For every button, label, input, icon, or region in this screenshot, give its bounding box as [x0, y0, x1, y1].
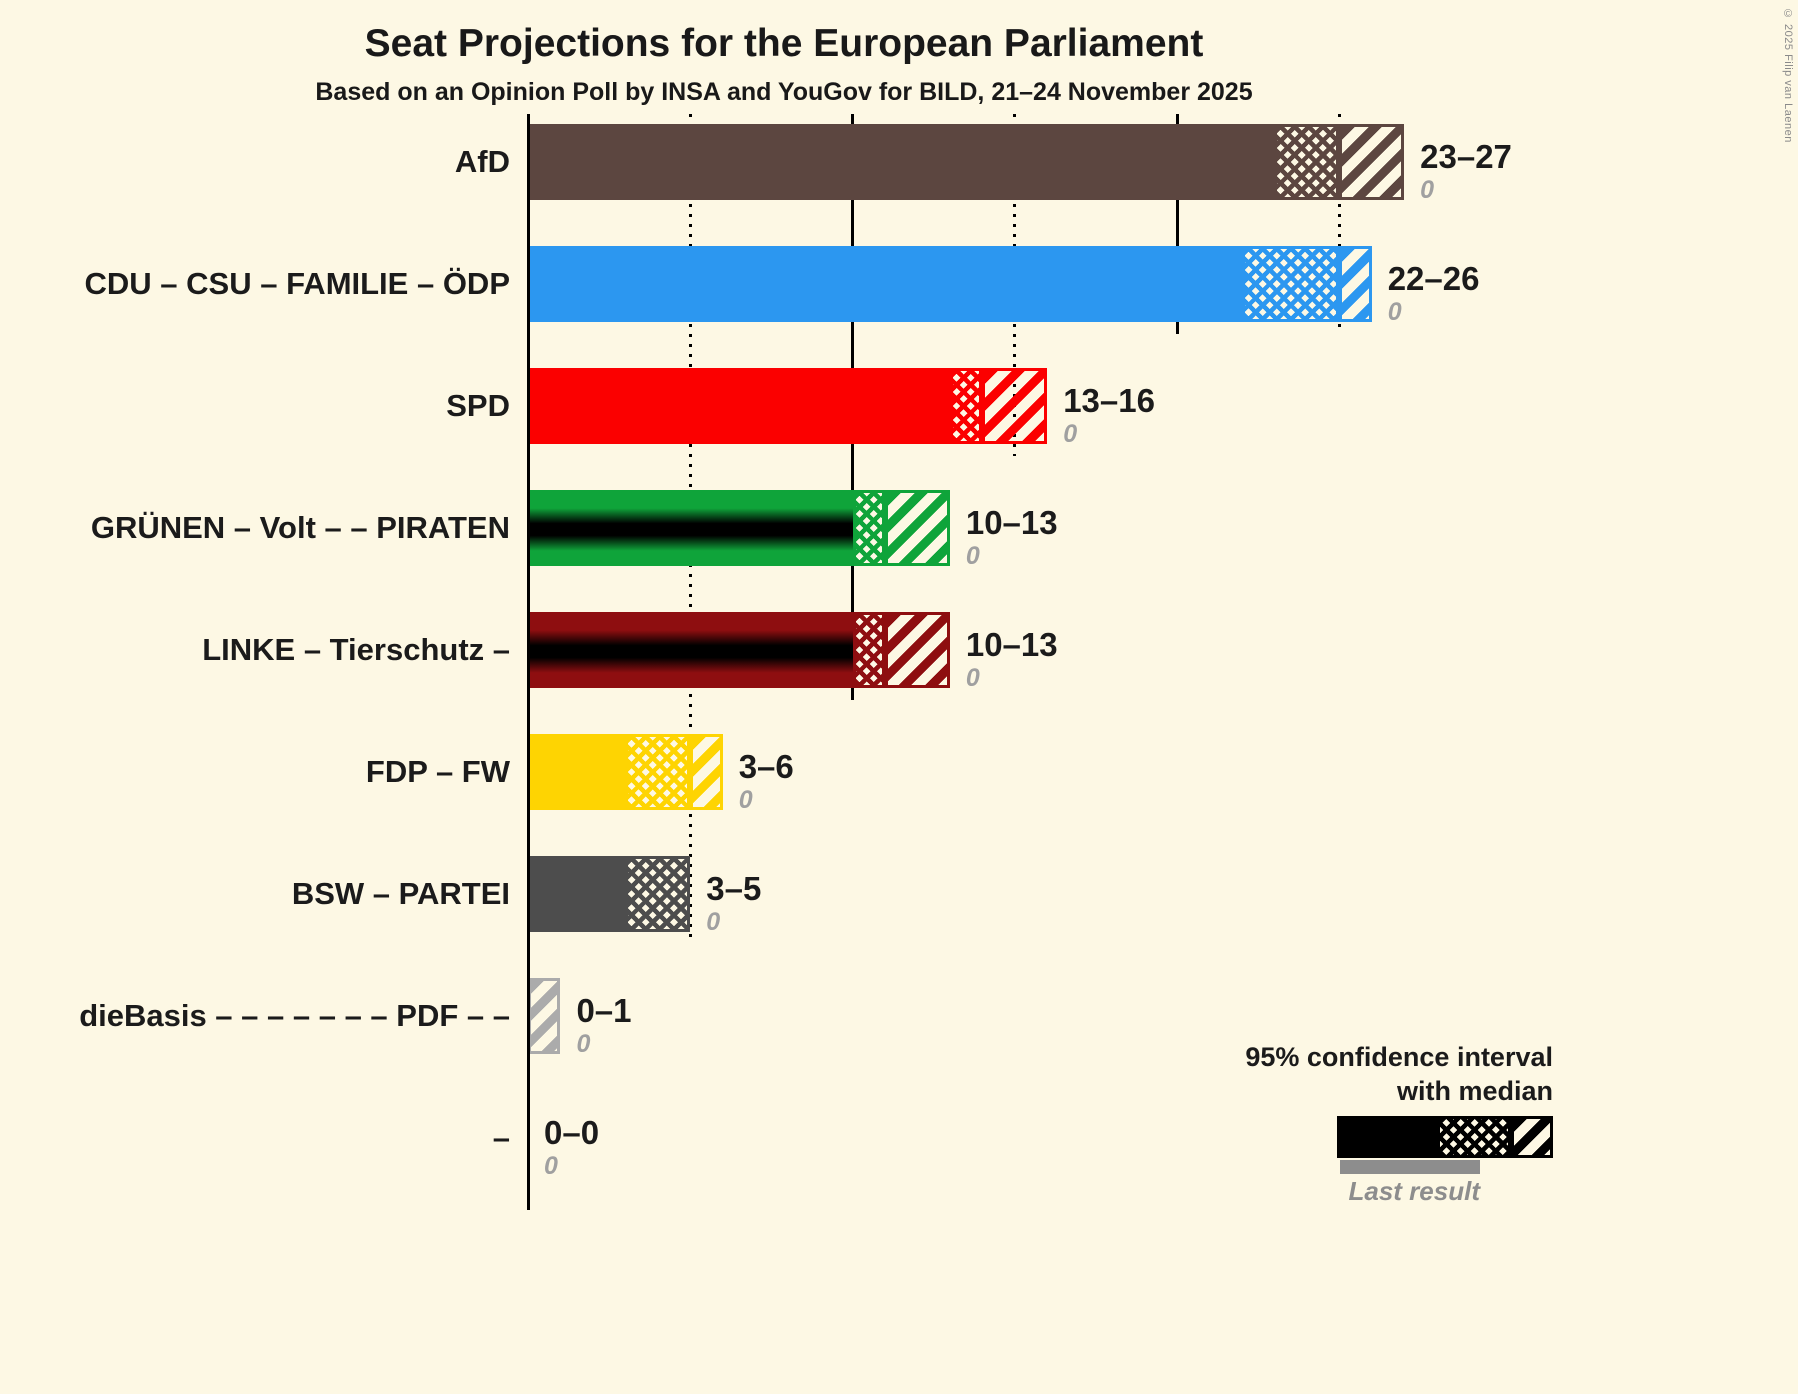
seat-range-label: 0–1 — [576, 992, 632, 1029]
gridline-20-seats — [1175, 114, 1179, 334]
legend-last-result-label: Last result — [1348, 1176, 1481, 1206]
last-result-label: 0 — [965, 542, 980, 570]
legend-last-result-bar — [1340, 1160, 1480, 1174]
last-result-label: 0 — [1387, 298, 1402, 326]
bar-diagonal-segment — [528, 978, 561, 1054]
legend-diagonal-segment — [1511, 1116, 1553, 1158]
party-label: BSW – PARTEI — [291, 876, 510, 911]
seat-range-label: 0–0 — [544, 1114, 600, 1151]
bar-diagonal-segment — [982, 368, 1048, 444]
bar-crosshatch-segment — [1274, 124, 1340, 200]
last-result-label: 0 — [738, 786, 753, 814]
party-label: AfD — [454, 144, 510, 179]
bar-solid-segment — [528, 490, 853, 566]
party-label: FDP – FW — [365, 754, 510, 789]
chart-subtitle: Based on an Opinion Poll by INSA and You… — [315, 78, 1253, 106]
bar-diagonal-segment — [884, 612, 950, 688]
legend-solid-segment — [1337, 1116, 1437, 1158]
seat-range-label: 23–27 — [1420, 138, 1512, 175]
seat-range-label: 10–13 — [965, 504, 1058, 541]
bar-crosshatch-segment — [1241, 246, 1340, 322]
party-label: LINKE – Tierschutz – — [202, 632, 510, 667]
seat-range-label: 10–13 — [965, 626, 1058, 663]
y-axis-line — [526, 114, 530, 1210]
bar-solid-segment — [528, 856, 626, 932]
last-result-label: 0 — [1063, 420, 1078, 448]
bar-solid-segment — [528, 612, 853, 688]
last-result-label: 0 — [706, 908, 721, 936]
party-label: – — [492, 1120, 510, 1155]
seat-range-label: 13–16 — [1063, 382, 1155, 419]
legend-median-label: with median — [1396, 1076, 1553, 1106]
bar-crosshatch-segment — [949, 368, 983, 444]
legend-confidence-interval-bar — [1337, 1116, 1553, 1158]
bar-crosshatch-segment — [625, 734, 691, 810]
bar-solid-segment — [528, 368, 950, 444]
party-label: GRÜNEN – Volt – – PIRATEN — [90, 510, 510, 545]
bar-crosshatch-segment — [625, 856, 691, 932]
bar-crosshatch-segment — [852, 612, 885, 688]
seat-range-label: 3–5 — [706, 870, 762, 907]
copyright-notice: © 2025 Filip van Laenen — [1782, 8, 1794, 143]
legend-confidence-label: 95% confidence interval — [1245, 1042, 1553, 1072]
chart-title: Seat Projections for the European Parlia… — [364, 22, 1204, 65]
bar-solid-segment — [528, 124, 1275, 200]
party-label: SPD — [446, 388, 510, 423]
last-result-label: 0 — [576, 1030, 591, 1058]
bar-crosshatch-segment — [852, 490, 885, 566]
bar-solid-segment — [528, 246, 1242, 322]
party-label: dieBasis – – – – – – – PDF – – — [79, 998, 510, 1033]
bar-solid-segment — [528, 734, 626, 810]
seat-range-label: 3–6 — [738, 748, 794, 785]
bar-diagonal-segment — [884, 490, 950, 566]
bar-diagonal-segment — [1339, 124, 1405, 200]
bar-diagonal-segment — [1339, 246, 1372, 322]
last-result-label: 0 — [965, 664, 980, 692]
bar-diagonal-segment — [690, 734, 723, 810]
party-label: CDU – CSU – FAMILIE – ÖDP — [84, 266, 510, 301]
legend-crosshatch-segment — [1437, 1116, 1511, 1158]
last-result-label: 0 — [1420, 176, 1435, 204]
gridline-25-seats — [1337, 114, 1341, 334]
seat-range-label: 22–26 — [1387, 260, 1480, 297]
last-result-label: 0 — [544, 1152, 558, 1180]
